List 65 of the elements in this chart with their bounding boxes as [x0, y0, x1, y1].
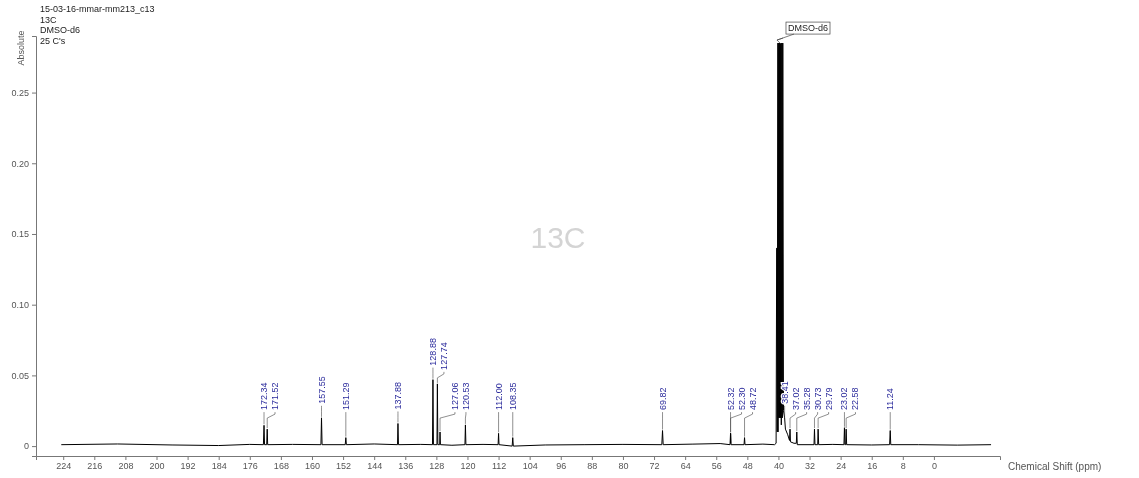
x-tick-label: 160: [304, 461, 320, 472]
chart-title: 15-03-16-mmar-mm213_c13: [40, 4, 155, 14]
x-tick-label: 152: [336, 461, 352, 472]
x-tick-label: 112: [491, 461, 507, 472]
x-tick-label: 168: [273, 461, 289, 472]
annotation: 48.72: [747, 387, 758, 411]
x-tick-label: 40: [773, 461, 784, 472]
x-tick-label: 184: [211, 461, 227, 472]
x-tick-label: 80: [618, 461, 629, 472]
annotation: 30.73: [812, 387, 823, 411]
x-tick-label: 64: [680, 461, 691, 472]
annotation: 128.88: [427, 338, 438, 366]
y-tick-label: 0: [23, 441, 29, 452]
x-tick-label: 72: [649, 461, 660, 472]
annotation: 22.58: [850, 387, 861, 411]
annotation: 172.34: [259, 382, 270, 411]
y-tick-label: 0.05: [11, 370, 29, 381]
x-tick-label: 56: [711, 461, 722, 472]
x-tick-label: 24: [836, 461, 847, 472]
annotation: 52.32: [725, 387, 736, 411]
annotation: 157.55: [316, 376, 327, 404]
x-axis-title: Chemical Shift (ppm): [1008, 461, 1102, 472]
x-tick-label: 96: [556, 461, 567, 472]
annotation: 29.79: [823, 387, 834, 411]
y-tick-label: 0.25: [11, 87, 29, 98]
annotation: 127.06: [449, 382, 460, 411]
text: DMSO-d6: [40, 25, 81, 35]
annotation: 35.28: [801, 387, 812, 411]
x-tick-label: 192: [180, 461, 196, 472]
text: 13C: [40, 14, 58, 25]
annotation: 37.02: [790, 387, 801, 411]
annotation: 151.29: [340, 382, 351, 411]
annotation: 23.02: [839, 387, 850, 411]
annotation: 25 C's: [40, 35, 66, 46]
x-tick-label: 32: [805, 461, 816, 472]
annotation: 112.00: [493, 383, 504, 411]
annotation: 137.88: [392, 381, 403, 410]
x-tick-label: 216: [87, 461, 103, 472]
x-tick-label: 16: [867, 461, 878, 472]
x-tick-label: 8: [900, 461, 906, 472]
annotation: 69.82: [657, 387, 668, 411]
x-tick-label: 136: [398, 461, 414, 472]
annotation: 108.35: [507, 382, 518, 411]
x-tick-label: 0: [931, 461, 937, 472]
annotation: 127.74: [438, 342, 449, 370]
annotation: DMSO-d6: [787, 23, 829, 34]
y-tick-label: 0.15: [11, 229, 29, 240]
x-tick-label: 200: [149, 461, 165, 472]
x-tick-label: 224: [56, 461, 72, 472]
annotation: 120.53: [460, 382, 471, 411]
y-tick-label: 0.10: [11, 300, 29, 311]
y-tick-label: 0.20: [11, 158, 29, 169]
x-tick-label: 88: [587, 461, 598, 472]
x-tick-label: 104: [522, 461, 538, 472]
annotation: 38.41: [779, 381, 790, 404]
x-tick-label: 144: [367, 461, 383, 472]
annotation: 52.30: [736, 387, 747, 411]
annotation: 171.52: [270, 382, 281, 411]
annotation: 11.24: [885, 388, 896, 411]
x-tick-label: 48: [742, 461, 753, 472]
y-axis-title: Absolute: [16, 30, 26, 66]
x-tick-label: 120: [460, 461, 476, 472]
x-tick-label: 176: [242, 461, 258, 472]
x-tick-label: 128: [429, 461, 445, 472]
x-tick-label: 208: [118, 461, 134, 472]
